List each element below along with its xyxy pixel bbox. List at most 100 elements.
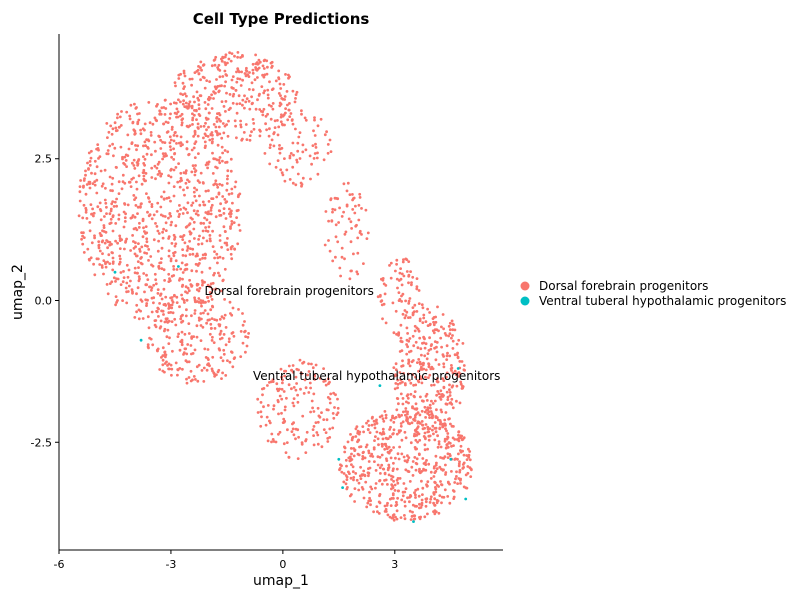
point-dorsal [262, 387, 266, 390]
point-dorsal [256, 76, 259, 79]
point-dorsal [425, 357, 429, 361]
point-dorsal [239, 125, 243, 129]
point-dorsal [374, 469, 378, 472]
point-dorsal [218, 274, 222, 278]
point-dorsal [418, 413, 422, 417]
point-dorsal [174, 84, 177, 88]
point-dorsal [288, 178, 292, 181]
point-dorsal [262, 91, 266, 95]
point-dorsal [368, 431, 372, 434]
point-dorsal [247, 99, 251, 103]
point-dorsal [371, 415, 374, 419]
point-dorsal [252, 127, 256, 131]
point-dorsal [203, 132, 207, 136]
point-dorsal [424, 504, 428, 508]
point-dorsal [226, 150, 230, 154]
point-dorsal [175, 301, 179, 304]
point-dorsal [245, 66, 248, 70]
point-dorsal [102, 272, 105, 276]
point-dorsal [197, 297, 201, 300]
point-dorsal [181, 81, 185, 85]
point-dorsal [445, 429, 448, 433]
point-dorsal [184, 267, 188, 271]
point-dorsal [433, 497, 437, 501]
point-dorsal [208, 111, 211, 115]
point-dorsal [349, 240, 353, 244]
point-dorsal [395, 500, 398, 504]
point-dorsal [122, 161, 125, 165]
point-dorsal [355, 270, 359, 274]
point-dorsal [367, 449, 371, 453]
point-dorsal [239, 119, 243, 123]
point-dorsal [236, 55, 240, 59]
point-dorsal [238, 102, 242, 105]
point-dorsal [227, 340, 231, 343]
point-dorsal [371, 455, 375, 458]
point-dorsal [200, 369, 204, 372]
point-dorsal [184, 101, 188, 105]
point-dorsal [389, 425, 392, 429]
point-dorsal [217, 63, 221, 67]
point-dorsal [230, 52, 234, 55]
point-dorsal [375, 422, 379, 425]
point-dorsal [411, 373, 415, 376]
point-dorsal [212, 371, 216, 375]
point-dorsal [225, 91, 228, 95]
point-dorsal [223, 69, 227, 73]
point-dorsal [200, 317, 203, 321]
point-dorsal [461, 463, 465, 466]
point-dorsal [209, 239, 212, 243]
point-dorsal [322, 418, 326, 421]
point-dorsal [211, 304, 214, 308]
point-dorsal [440, 410, 444, 414]
point-dorsal [212, 97, 215, 100]
point-dorsal [348, 494, 352, 498]
point-dorsal [220, 100, 224, 103]
point-dorsal [435, 408, 438, 412]
point-dorsal [223, 230, 227, 233]
point-dorsal [111, 229, 115, 233]
point-dorsal [256, 397, 260, 401]
point-dorsal [201, 253, 205, 257]
point-dorsal [191, 217, 194, 221]
point-dorsal [226, 169, 230, 173]
point-dorsal [121, 280, 125, 284]
legend-swatch-dorsal [520, 281, 530, 291]
point-dorsal [434, 469, 438, 473]
point-dorsal [210, 197, 214, 201]
point-dorsal [166, 121, 170, 124]
point-dorsal [291, 89, 295, 93]
point-dorsal [147, 259, 150, 262]
point-dorsal [189, 247, 192, 251]
point-dorsal [283, 95, 287, 98]
point-dorsal [433, 512, 437, 516]
point-dorsal [214, 287, 218, 291]
point-dorsal [86, 247, 90, 251]
point-dorsal [239, 355, 243, 358]
point-dorsal [380, 303, 384, 307]
point-dorsal [327, 382, 330, 386]
point-dorsal [196, 264, 200, 267]
point-dorsal [451, 371, 455, 375]
point-dorsal [394, 456, 397, 460]
point-dorsal [193, 237, 196, 240]
point-dorsal [133, 271, 137, 275]
point-dorsal [455, 384, 459, 388]
point-dorsal [166, 364, 169, 367]
point-dorsal [424, 368, 428, 372]
point-dorsal [347, 456, 351, 460]
point-dorsal [468, 450, 472, 453]
point-dorsal [132, 164, 136, 167]
point-dorsal [111, 256, 115, 260]
point-dorsal [218, 323, 222, 327]
point-dorsal [169, 259, 173, 263]
point-dorsal [167, 196, 171, 200]
point-dorsal [394, 382, 398, 385]
point-dorsal [301, 361, 304, 365]
point-dorsal [297, 135, 301, 139]
point-dorsal [223, 313, 227, 317]
point-dorsal [421, 493, 424, 496]
point-dorsal [392, 446, 395, 449]
point-dorsal [435, 467, 439, 471]
point-dorsal [312, 443, 316, 447]
